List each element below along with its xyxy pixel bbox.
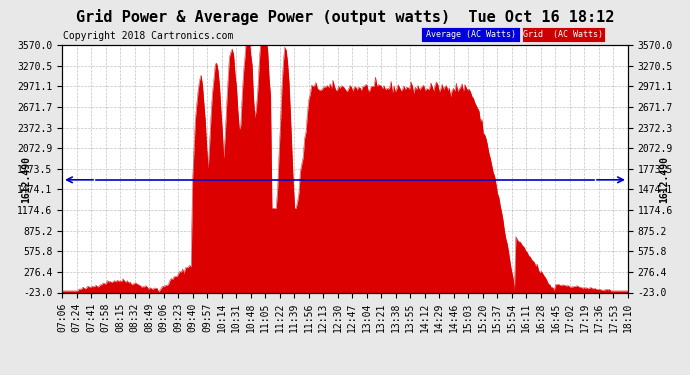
Text: Grid  (AC Watts): Grid (AC Watts) <box>524 30 603 39</box>
Text: 1612.490: 1612.490 <box>659 156 669 203</box>
Text: Copyright 2018 Cartronics.com: Copyright 2018 Cartronics.com <box>63 31 234 41</box>
Text: Average (AC Watts): Average (AC Watts) <box>426 30 516 39</box>
FancyBboxPatch shape <box>522 27 605 42</box>
Text: 1612.490: 1612.490 <box>21 156 31 203</box>
Text: Grid Power & Average Power (output watts)  Tue Oct 16 18:12: Grid Power & Average Power (output watts… <box>76 9 614 26</box>
FancyBboxPatch shape <box>422 27 520 42</box>
